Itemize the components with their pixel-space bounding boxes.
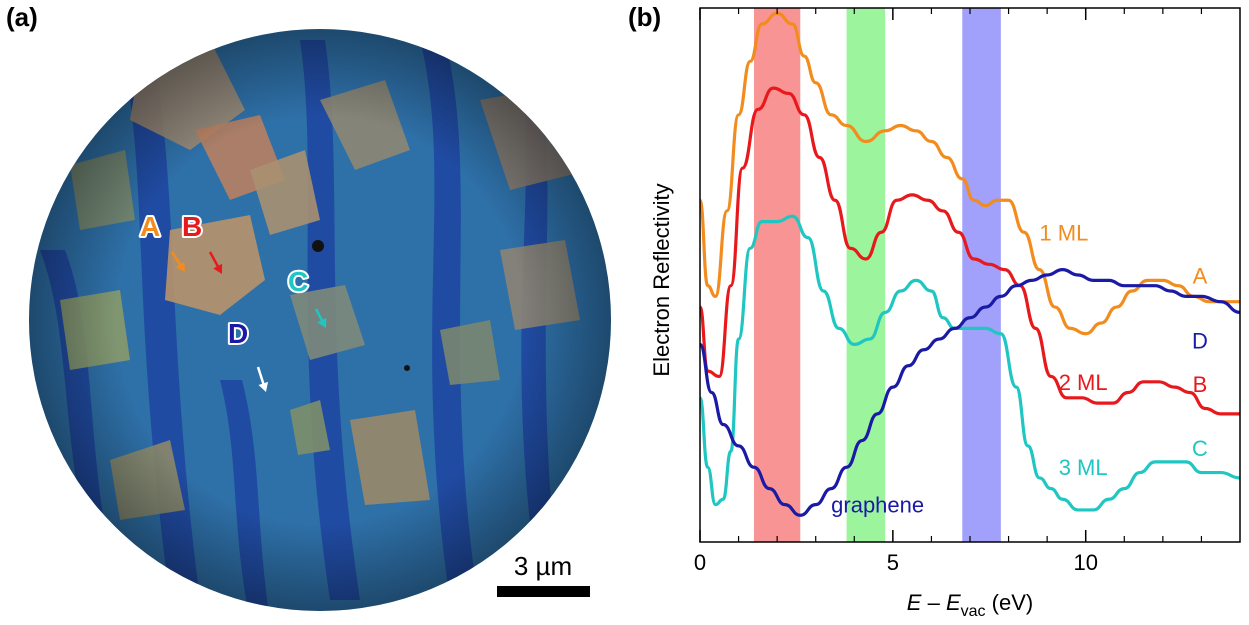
series-annotation: graphene — [831, 493, 924, 518]
marker-label: B — [182, 211, 202, 242]
marker-arrow — [208, 251, 221, 270]
scale-bar-label: 3 µm — [514, 551, 572, 581]
marker-arrowhead — [258, 381, 269, 392]
x-tick-label: 0 — [694, 550, 706, 575]
x-tick-label: 10 — [1073, 550, 1097, 575]
marker-arrowhead — [213, 263, 223, 274]
marker-label: D — [228, 318, 248, 349]
x-tick-label: 5 — [887, 550, 899, 575]
series-endpoint-label: D — [1192, 328, 1208, 353]
panel-b-label: (b) — [628, 2, 662, 32]
series-annotation: 2 ML — [1059, 370, 1108, 395]
series-line-2-ml — [698, 86, 1240, 416]
series-line-graphene — [698, 268, 1241, 517]
series-annotation: 3 ML — [1059, 455, 1108, 480]
series-annotation: 1 ML — [1039, 220, 1088, 245]
series-endpoint-label: C — [1192, 436, 1208, 461]
scale-bar — [497, 586, 590, 597]
panel-a-label: (a) — [6, 2, 38, 32]
marker-arrow — [256, 366, 266, 387]
marker-b: B — [180, 209, 223, 274]
y-axis-label: Electron Reflectivity — [649, 183, 674, 376]
marker-label: C — [288, 266, 308, 297]
series-endpoint-label: B — [1193, 372, 1208, 397]
marker-c: C — [286, 264, 327, 328]
marker-arrowhead — [175, 261, 185, 272]
marker-arrowhead — [317, 317, 327, 328]
marker-a: A — [138, 209, 185, 272]
series-endpoint-label: A — [1193, 264, 1208, 289]
marker-label: A — [140, 211, 160, 242]
x-axis-label: E – Evac (eV) — [907, 590, 1033, 620]
energy-band-3 — [962, 8, 1001, 542]
series-line-3-ml — [698, 214, 1241, 512]
marker-d: D — [226, 316, 269, 392]
